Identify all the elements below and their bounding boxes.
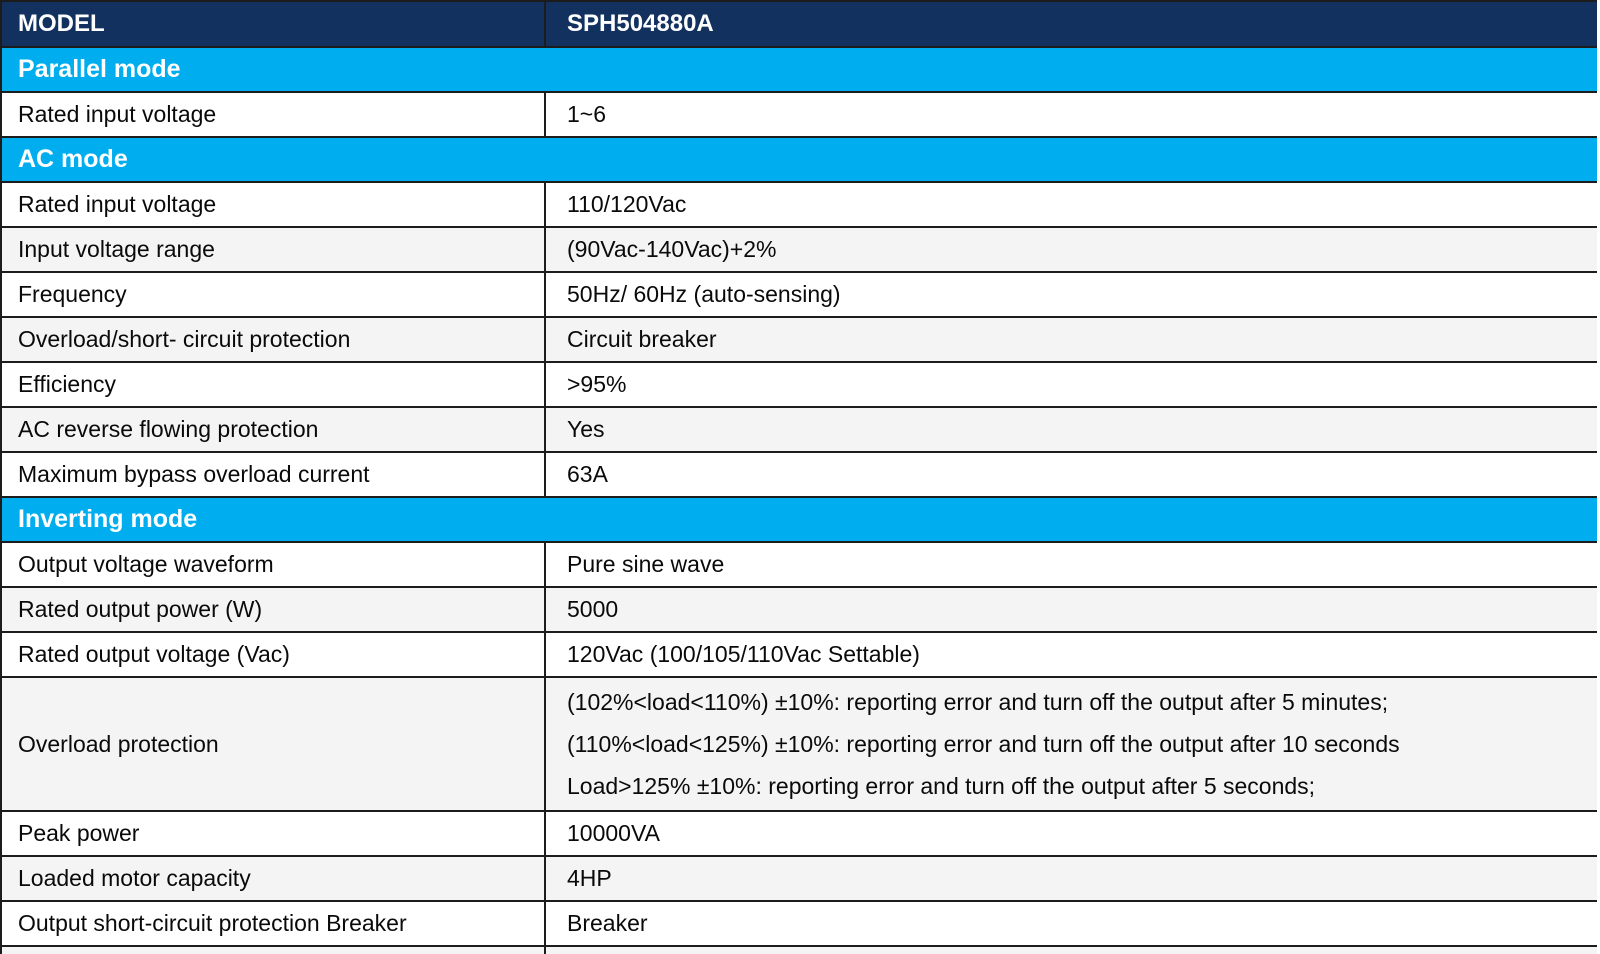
section-header-cell: AC mode xyxy=(1,137,1597,183)
table-row: Output voltage waveform Pure sine wave xyxy=(1,542,1597,588)
section-row: AC mode xyxy=(1,137,1597,183)
spec-value-cell: Yes xyxy=(545,407,1597,453)
spec-label-cell: Input voltage range xyxy=(1,227,546,273)
spec-value-cell xyxy=(545,946,1597,954)
spec-value-cell: Breaker xyxy=(545,901,1597,947)
spec-value-cell: 1~6 xyxy=(545,92,1597,138)
spec-label-cell: Overload/short- circuit protection xyxy=(1,317,546,363)
spec-value-cell: 63A xyxy=(545,452,1597,498)
table-row: AC reverse flowing protection Yes xyxy=(1,407,1597,453)
table-row: Output short-circuit protection Breaker B… xyxy=(1,901,1597,947)
spec-label-cell: Rated output voltage (Vac) xyxy=(1,632,546,678)
spec-label-cell: Rated input voltage xyxy=(1,92,546,138)
spec-label-cell: AC reverse flowing protection xyxy=(1,407,546,453)
spec-value-cell: 5000 xyxy=(545,587,1597,633)
table-row: Rated input voltage 1~6 xyxy=(1,92,1597,138)
table-header-row: MODEL SPH504880A xyxy=(1,1,1597,48)
spec-label-cell: Frequency xyxy=(1,272,546,318)
table-row: Frequency 50Hz/ 60Hz (auto-sensing) xyxy=(1,272,1597,318)
spec-value-cell: 50Hz/ 60Hz (auto-sensing) xyxy=(545,272,1597,318)
table-row: Rated output power (W) 5000 xyxy=(1,587,1597,633)
table-row: Loaded motor capacity 4HP xyxy=(1,856,1597,902)
spec-label-cell: Output voltage waveform xyxy=(1,542,546,588)
spec-value-cell: 110/120Vac xyxy=(545,182,1597,228)
spec-label-cell: Maximum bypass overload current xyxy=(1,452,546,498)
table-row: Input voltage range (90Vac-140Vac)+2% xyxy=(1,227,1597,273)
table-row: Overload/short- circuit protection Circui… xyxy=(1,317,1597,363)
spec-label-cell: Loaded motor capacity xyxy=(1,856,546,902)
section-header-cell: Parallel mode xyxy=(1,47,1597,93)
spec-value-cell: Pure sine wave xyxy=(545,542,1597,588)
table-row: Overload protection (102%<load<110%) ±10%… xyxy=(1,677,1597,812)
spec-value-cell: Circuit breaker xyxy=(545,317,1597,363)
spec-value-line: Load>125% ±10%: reporting error and turn… xyxy=(567,773,1316,799)
spec-label-cell: Overload protection xyxy=(1,677,546,812)
spec-label-cell: Peak power xyxy=(1,811,546,857)
spec-value-cell: 10000VA xyxy=(545,811,1597,857)
section-header-cell: Inverting mode xyxy=(1,497,1597,543)
spec-label-cell: Rated input voltage xyxy=(1,182,546,228)
spec-value-cell: 4HP xyxy=(545,856,1597,902)
table-row: Maximum bypass overload current 63A xyxy=(1,452,1597,498)
model-header-cell: MODEL xyxy=(1,1,546,48)
spec-label-cell xyxy=(1,946,546,954)
spec-value-cell: (90Vac-140Vac)+2% xyxy=(545,227,1597,273)
spec-value-line: (102%<load<110%) ±10%: reporting error a… xyxy=(567,689,1389,715)
spec-value-cell: (102%<load<110%) ±10%: reporting error a… xyxy=(545,677,1597,812)
model-number-cell: SPH504880A xyxy=(545,1,1597,48)
table-row: Rated output voltage (Vac) 120Vac (100/10… xyxy=(1,632,1597,678)
spec-value-cell: >95% xyxy=(545,362,1597,408)
spec-value-line: (110%<load<125%) ±10%: reporting error a… xyxy=(567,731,1400,757)
partial-row xyxy=(1,946,1597,954)
spec-label-cell: Output short-circuit protection Breaker xyxy=(1,901,546,947)
table-row: Rated input voltage 110/120Vac xyxy=(1,182,1597,228)
section-row: Inverting mode xyxy=(1,497,1597,543)
section-row: Parallel mode xyxy=(1,47,1597,93)
spec-label-cell: Efficiency xyxy=(1,362,546,408)
table-row: Peak power 10000VA xyxy=(1,811,1597,857)
spec-label-cell: Rated output power (W) xyxy=(1,587,546,633)
spec-value-cell: 120Vac (100/105/110Vac Settable) xyxy=(545,632,1597,678)
table-row: Efficiency >95% xyxy=(1,362,1597,408)
